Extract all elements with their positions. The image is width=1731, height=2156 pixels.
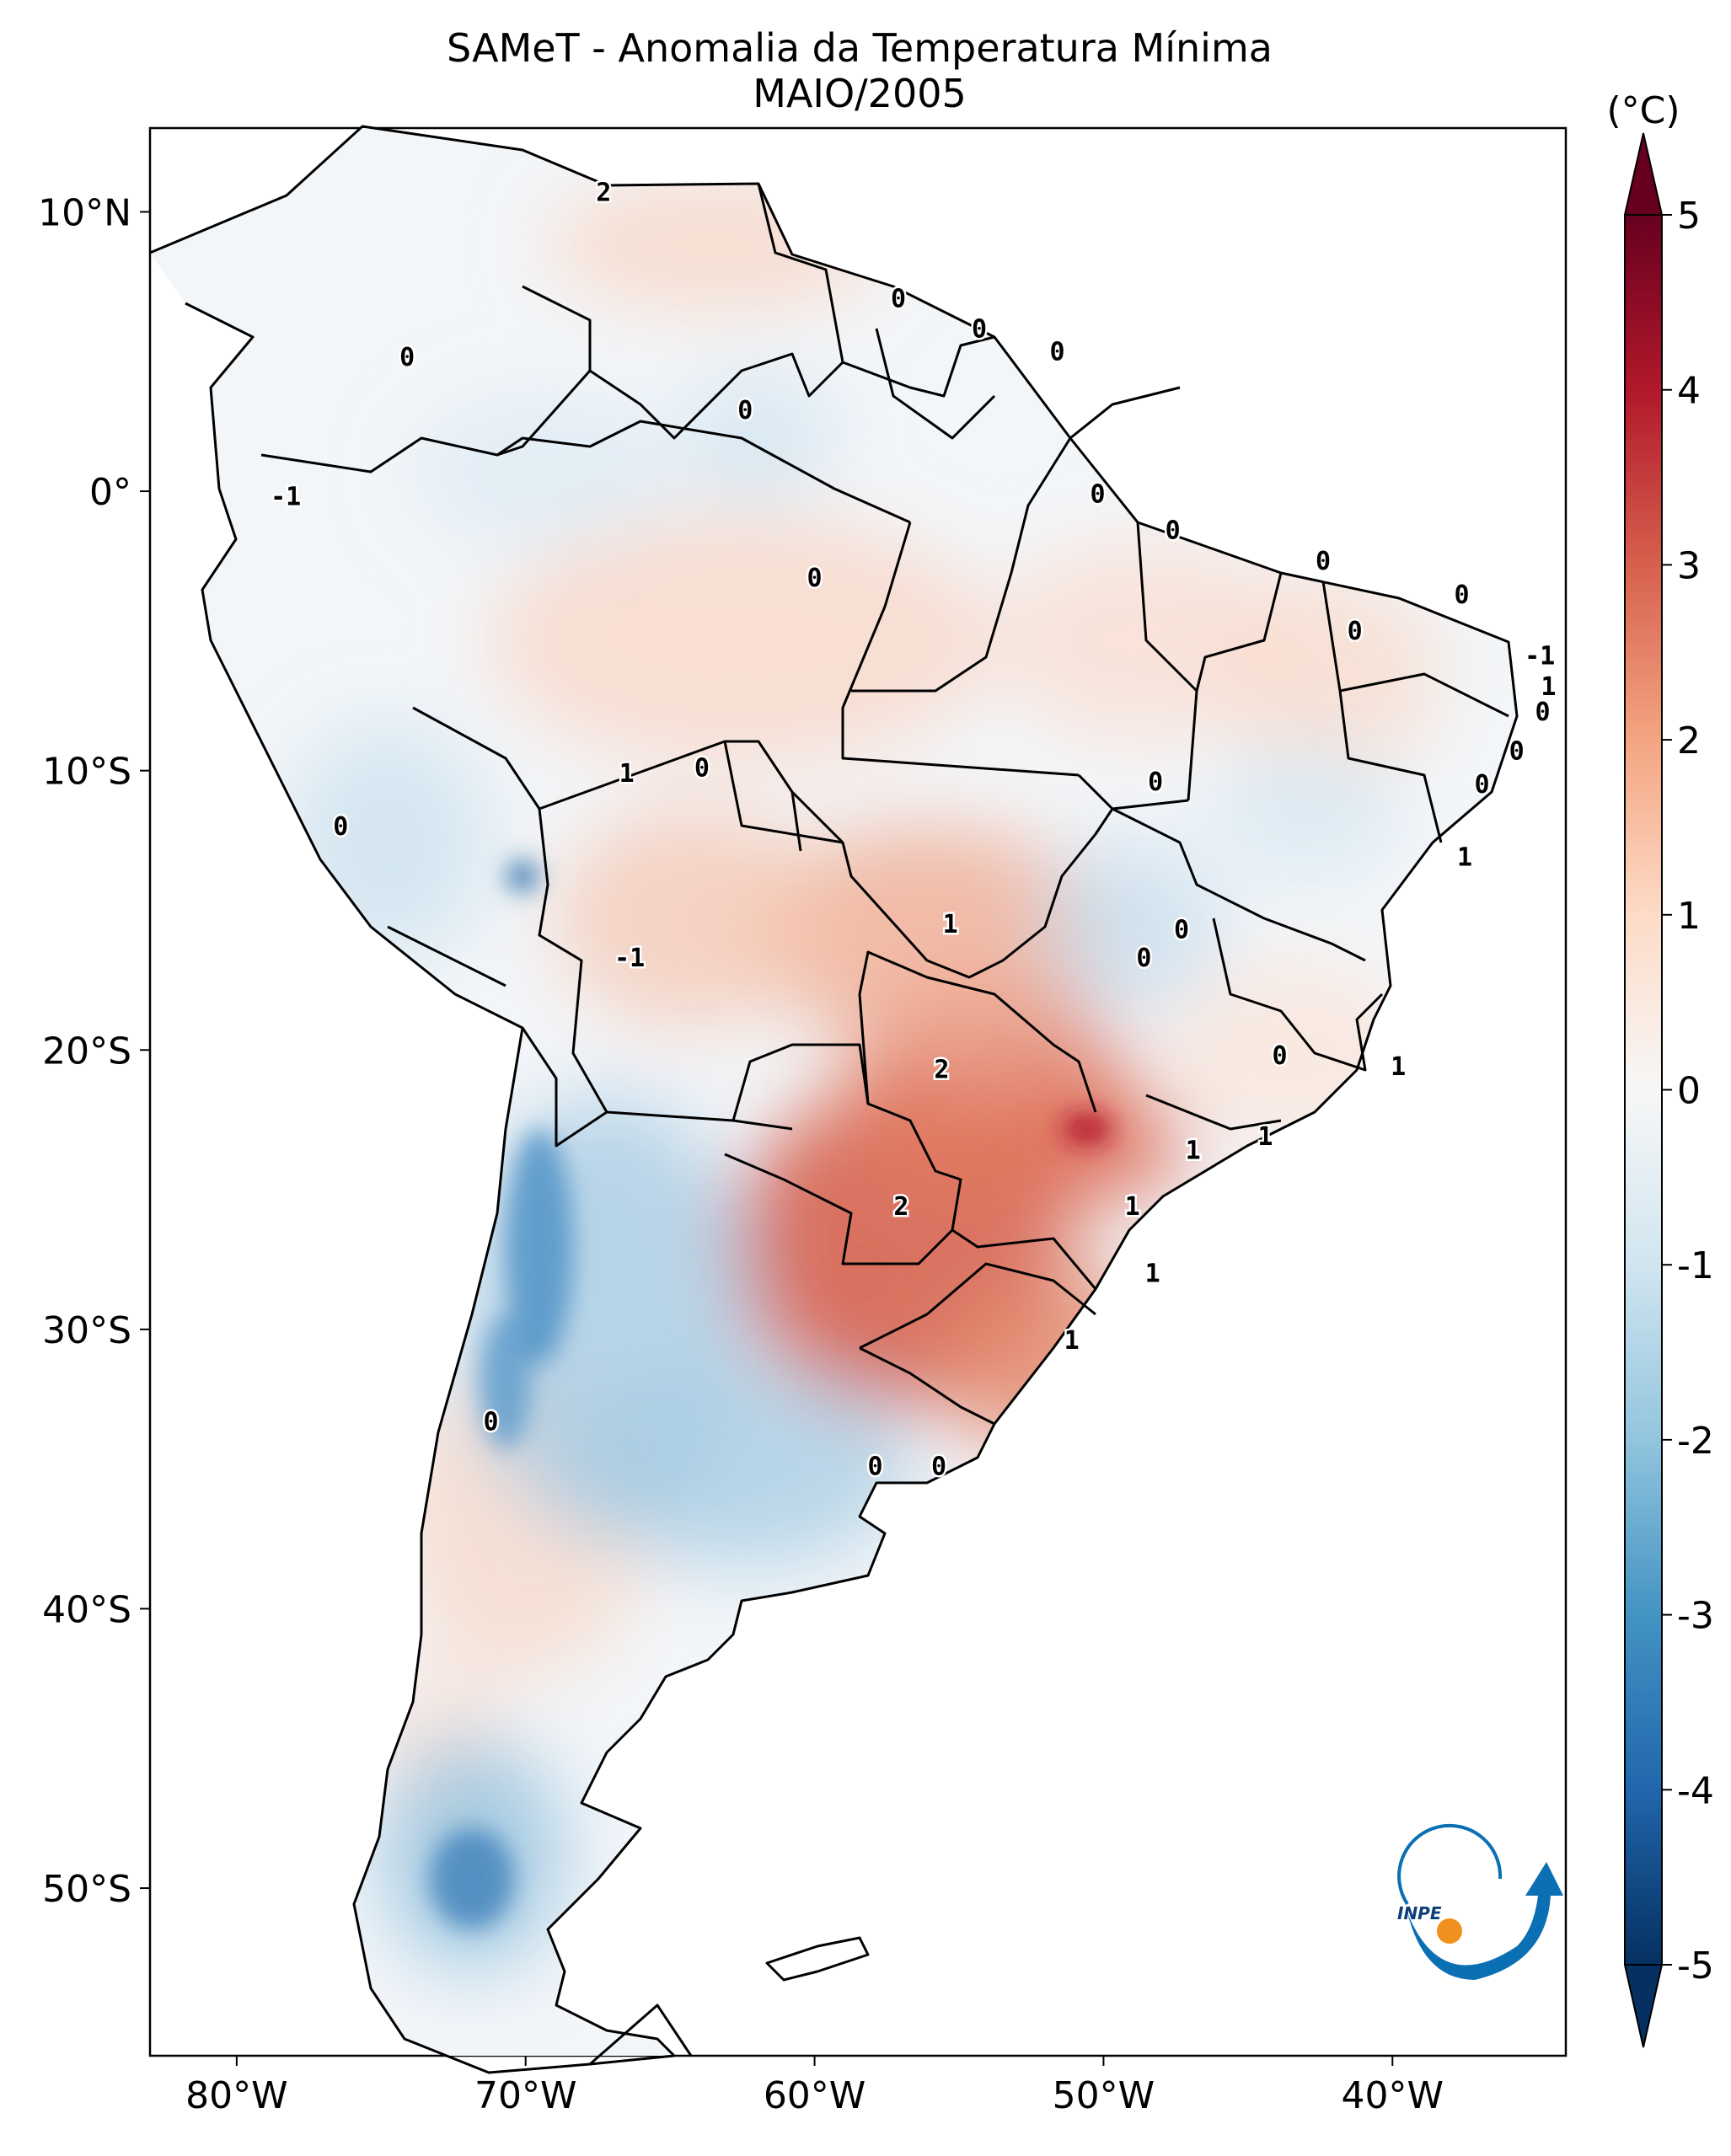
lat-tick-label: 20°S	[42, 1030, 131, 1073]
contour-label: 0	[891, 284, 906, 313]
colorbar-gradient	[1624, 214, 1663, 1966]
contour-label: 0	[868, 1452, 883, 1481]
colorbar-tick-label: -3	[1677, 1595, 1714, 1638]
contour-label: 0	[694, 753, 710, 783]
contour-label: -1	[614, 944, 645, 973]
colorbar-tick-label: 4	[1677, 370, 1701, 413]
logo-text: INPE	[1397, 1903, 1442, 1923]
contour-label: 0	[1273, 1041, 1288, 1071]
contour-label: 0	[399, 343, 415, 372]
contour-label: 0	[972, 315, 987, 345]
lon-tick-label: 50°W	[1053, 2074, 1155, 2117]
contour-label: 0	[737, 396, 753, 425]
lon-tick-label: 80°W	[185, 2074, 288, 2117]
contour-label: 2	[934, 1055, 949, 1084]
contour-label: 1	[1145, 1260, 1160, 1289]
contour-label: 0	[1136, 944, 1151, 973]
logo-swoosh	[1407, 1862, 1563, 1980]
contour-label: 1	[943, 910, 958, 939]
contour-label: 0	[931, 1452, 946, 1481]
contour-label: 1	[1064, 1326, 1080, 1356]
contour-label: 0	[1535, 698, 1551, 727]
contour-label: 0	[1091, 479, 1106, 509]
inpe-logo: INPE	[1397, 1824, 1563, 1980]
colorbar-tick-label: -1	[1677, 1244, 1714, 1287]
colorbar-tick-label: -4	[1677, 1769, 1714, 1812]
contour-label: -1	[1525, 642, 1555, 671]
colorbar-lower-extension	[1623, 1964, 1664, 2048]
colorbar-upper-extension	[1623, 132, 1664, 216]
contour-label: 1	[1457, 843, 1472, 872]
contour-label: 0	[484, 1407, 499, 1436]
axis-ticks: 80°W 70°W 60°W 50°W 40°W 10°N 0° 10°S 20°S 30°S 40…	[38, 191, 1444, 2117]
contour-label: 0	[1455, 580, 1470, 610]
contour-label: 1	[1391, 1052, 1406, 1082]
contour-label: 0	[1148, 768, 1163, 797]
contour-label: 1	[1541, 672, 1556, 702]
contour-label: 0	[333, 812, 348, 842]
contour-label: 0	[1166, 516, 1181, 545]
political-borders	[149, 125, 1519, 2074]
contour-label: 2	[596, 178, 611, 207]
contour-label: 1	[1257, 1122, 1273, 1152]
map-title: SAMeT - Anomalia da Temperatura Mínima	[447, 25, 1273, 71]
contour-label: 0	[1509, 736, 1525, 766]
lat-tick-label: 10°N	[38, 191, 131, 234]
contour-label: 1	[619, 759, 635, 789]
lon-tick-label: 70°W	[474, 2074, 577, 2117]
lon-tick-label: 40°W	[1342, 2074, 1444, 2117]
contour-label: 2	[893, 1192, 908, 1222]
colorbar-tick-label: 1	[1677, 895, 1701, 938]
colorbar-tick-label: 3	[1677, 544, 1701, 587]
contour-label: 0	[1050, 337, 1065, 366]
contour-label: 0	[1174, 916, 1189, 945]
logo-sun	[1437, 1918, 1462, 1944]
lon-tick-label: 60°W	[764, 2074, 866, 2117]
contour-label: 1	[1186, 1137, 1201, 1166]
lat-tick-label: 10°S	[42, 751, 131, 794]
contour-label: 0	[1316, 547, 1331, 576]
colorbar-tick-label: -5	[1677, 1945, 1714, 1987]
colorbar-ticks: 5 4 3 2 1 0 -1 -2 -3 -4 -5	[1662, 195, 1714, 1987]
contour-label: 0	[807, 564, 823, 593]
lat-tick-label: 40°S	[42, 1588, 131, 1631]
colorbar-unit-label: (°C)	[1606, 89, 1680, 132]
lat-tick-label: 0°	[89, 471, 131, 514]
colorbar: 5 4 3 2 1 0 -1 -2 -3 -4 -5 (°C)	[1606, 89, 1714, 2048]
logo-orbit-arc	[1397, 1824, 1503, 1906]
contour-label: 1	[1125, 1192, 1140, 1222]
colorbar-tick-label: 5	[1677, 195, 1701, 238]
contour-label: 0	[1348, 617, 1363, 646]
lat-tick-label: 50°S	[42, 1868, 131, 1911]
colorbar-tick-label: -2	[1677, 1420, 1714, 1463]
contour-label: -1	[271, 483, 301, 512]
lat-tick-label: 30°S	[42, 1309, 131, 1352]
contour-label: 0	[1475, 770, 1490, 800]
colorbar-tick-label: 0	[1677, 1070, 1701, 1113]
colorbar-tick-label: 2	[1677, 720, 1701, 762]
map-subtitle: MAIO/2005	[753, 71, 967, 116]
